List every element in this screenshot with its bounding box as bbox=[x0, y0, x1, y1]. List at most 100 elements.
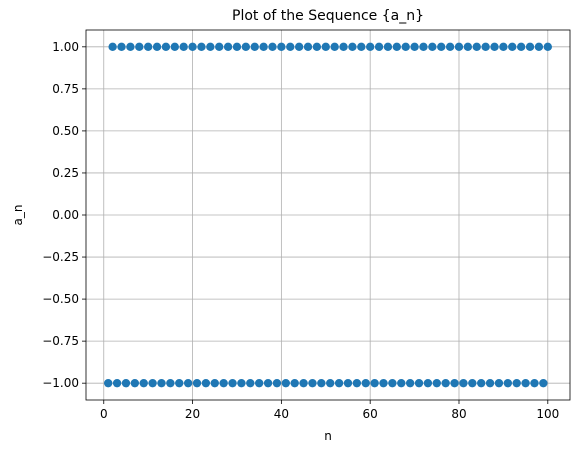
data-point bbox=[117, 42, 126, 52]
data-point bbox=[241, 42, 251, 52]
data-point bbox=[516, 42, 526, 52]
data-point bbox=[370, 378, 379, 388]
data-point bbox=[219, 378, 228, 388]
y-tick-label: −0.75 bbox=[42, 334, 79, 348]
data-point bbox=[228, 378, 237, 388]
y-tick-label: −0.50 bbox=[42, 292, 79, 306]
data-point bbox=[294, 42, 304, 52]
grid-layer bbox=[86, 30, 570, 400]
data-point bbox=[148, 378, 157, 388]
data-point bbox=[459, 378, 468, 388]
data-point bbox=[223, 42, 233, 52]
data-point bbox=[197, 42, 206, 52]
data-point bbox=[490, 42, 499, 52]
data-point bbox=[463, 42, 473, 52]
data-point bbox=[246, 378, 255, 388]
data-point bbox=[481, 42, 490, 52]
data-point bbox=[445, 42, 455, 52]
y-tick-label: 1.00 bbox=[52, 40, 79, 54]
data-point bbox=[126, 42, 135, 52]
data-point bbox=[254, 378, 264, 388]
data-point bbox=[152, 42, 162, 52]
data-point bbox=[170, 42, 180, 52]
data-point bbox=[343, 378, 353, 388]
data-point bbox=[317, 378, 326, 388]
data-point bbox=[468, 378, 477, 388]
data-point bbox=[410, 42, 419, 52]
data-point bbox=[521, 378, 530, 388]
x-tick-label: 60 bbox=[363, 407, 378, 421]
x-tick-label: 80 bbox=[451, 407, 466, 421]
data-point bbox=[361, 378, 370, 388]
data-point bbox=[450, 378, 459, 388]
data-point bbox=[365, 42, 375, 52]
data-point bbox=[405, 378, 415, 388]
data-point bbox=[192, 378, 202, 388]
data-point bbox=[206, 42, 215, 52]
data-point bbox=[334, 378, 344, 388]
data-point bbox=[215, 42, 224, 52]
data-point bbox=[139, 378, 148, 388]
data-point bbox=[130, 378, 140, 388]
data-point bbox=[437, 42, 446, 52]
x-axis-label: n bbox=[324, 429, 332, 443]
y-tick-label: 0.00 bbox=[52, 208, 79, 222]
points-layer bbox=[104, 42, 552, 388]
data-point bbox=[472, 42, 481, 52]
x-tick-label: 100 bbox=[536, 407, 559, 421]
data-point bbox=[286, 42, 295, 52]
data-point bbox=[108, 42, 117, 52]
data-point bbox=[281, 378, 291, 388]
data-point bbox=[339, 42, 348, 52]
data-point bbox=[121, 378, 131, 388]
data-point bbox=[419, 42, 428, 52]
data-point bbox=[441, 378, 450, 388]
data-point bbox=[112, 378, 122, 388]
data-point bbox=[312, 42, 322, 52]
data-point bbox=[379, 378, 388, 388]
data-point bbox=[210, 378, 219, 388]
data-point bbox=[157, 378, 166, 388]
y-tick-label: −0.25 bbox=[42, 250, 79, 264]
data-point bbox=[534, 42, 544, 52]
data-point bbox=[179, 42, 188, 52]
y-tick-label: 0.75 bbox=[52, 82, 79, 96]
chart-title: Plot of the Sequence {a_n} bbox=[232, 8, 424, 24]
data-point bbox=[432, 378, 441, 388]
data-point bbox=[259, 42, 268, 52]
data-point bbox=[201, 378, 211, 388]
data-point bbox=[277, 42, 286, 52]
data-point bbox=[401, 42, 410, 52]
data-point bbox=[183, 378, 193, 388]
data-point bbox=[476, 378, 486, 388]
data-point bbox=[352, 378, 362, 388]
ticks-layer: 0 20 40 60 80 100 −1.00 −0.75 −0.50 −0.25 0.00 0.25… bbox=[42, 40, 559, 421]
x-tick-label: 0 bbox=[100, 407, 108, 421]
data-point bbox=[543, 42, 552, 52]
data-point bbox=[232, 42, 242, 52]
data-point bbox=[348, 42, 357, 52]
y-tick-label: −1.00 bbox=[42, 376, 79, 390]
y-axis-label: a_n bbox=[11, 205, 25, 226]
x-tick-label: 40 bbox=[274, 407, 289, 421]
data-point bbox=[175, 378, 184, 388]
data-point bbox=[392, 42, 402, 52]
data-point bbox=[135, 42, 144, 52]
data-point bbox=[104, 378, 113, 388]
data-point bbox=[374, 42, 384, 52]
data-point bbox=[263, 378, 273, 388]
data-point bbox=[423, 378, 433, 388]
data-point bbox=[326, 378, 335, 388]
data-point bbox=[397, 378, 406, 388]
data-point bbox=[308, 378, 317, 388]
data-point bbox=[250, 42, 259, 52]
data-point bbox=[321, 42, 330, 52]
data-point bbox=[539, 378, 548, 388]
data-point bbox=[485, 378, 495, 388]
data-point bbox=[166, 378, 175, 388]
data-point bbox=[272, 378, 282, 388]
data-point bbox=[383, 42, 393, 52]
data-point bbox=[290, 378, 299, 388]
data-point bbox=[512, 378, 521, 388]
